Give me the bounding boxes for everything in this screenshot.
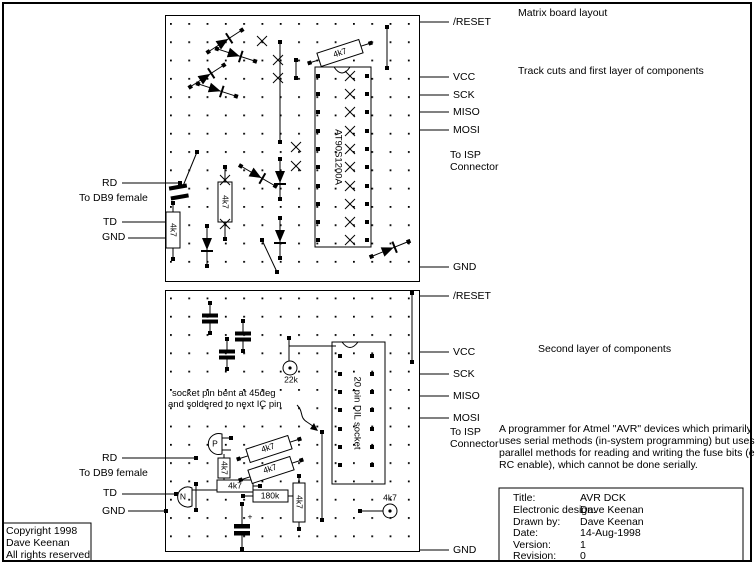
resistor-4k7-vertical bbox=[292, 474, 306, 531]
board2-label-gnd: GND bbox=[453, 544, 477, 556]
annotation-first-layer: Track cuts and first layer of components bbox=[518, 65, 704, 77]
board1-signal-wires bbox=[122, 21, 449, 268]
board2-outline bbox=[165, 290, 420, 552]
trimpot-value: 22k bbox=[284, 374, 298, 385]
board1-label-db9: To DB9 female bbox=[79, 192, 148, 204]
board2-label-mosi: MOSI bbox=[453, 412, 480, 424]
board1-outline bbox=[165, 15, 420, 282]
annotation-matrix-board-layout: Matrix board layout bbox=[518, 7, 608, 19]
trimpot-22k bbox=[282, 336, 336, 376]
board1-isp-line1: To ISP bbox=[450, 149, 481, 161]
copyright-line2: Dave Keenan bbox=[6, 537, 70, 549]
board2-label-sck: SCK bbox=[453, 368, 475, 380]
resistor-value: 4k7 bbox=[219, 461, 230, 475]
description-line: A programmer for Atmel "AVR" devices whi… bbox=[499, 423, 752, 435]
board1-label-reset: /RESET bbox=[453, 16, 491, 28]
socket-note-line1: socket pin bent at 45deg bbox=[172, 388, 276, 399]
transistor-p bbox=[207, 433, 233, 458]
resistor-value: 4k7 bbox=[383, 492, 397, 503]
socket-label: 20 pin DIL socket bbox=[351, 376, 363, 450]
board1-label-miso: MISO bbox=[453, 106, 480, 118]
board1-isp-line2: Connector bbox=[450, 161, 499, 173]
socket-note-line2: and soldered to next IC pin bbox=[168, 399, 282, 410]
resistor-180k bbox=[241, 489, 298, 503]
title-block-value: 0 bbox=[580, 550, 586, 562]
description-line: uses serial methods (in-system programmi… bbox=[499, 435, 755, 447]
board1-dot-grid bbox=[169, 19, 415, 278]
description-line: RC enable), which cannot be done seriall… bbox=[499, 459, 698, 471]
title-block-value: Dave Keenan bbox=[580, 504, 644, 516]
title-block-value: 1 bbox=[580, 539, 586, 551]
copyright-line1: Copyright 1998 bbox=[6, 525, 78, 537]
board2-signal-wires bbox=[122, 295, 449, 551]
board1-label-td: TD bbox=[103, 216, 117, 228]
resistor-value: 180k bbox=[260, 490, 280, 501]
board2-isp-line1: To ISP bbox=[450, 426, 481, 438]
board1-label-gnd: GND bbox=[453, 261, 477, 273]
electrolytic-capacitor bbox=[234, 502, 250, 551]
resistor-4k7-horizontal bbox=[216, 479, 262, 493]
board2-components bbox=[177, 291, 414, 551]
title-block-box bbox=[498, 487, 744, 562]
board1-components bbox=[165, 24, 413, 274]
capacitor bbox=[168, 183, 189, 201]
ic-at90s1200a bbox=[314, 66, 372, 248]
wire-link bbox=[182, 25, 389, 274]
resistor-value: 4k7 bbox=[228, 480, 242, 491]
board1-label-rd: RD bbox=[102, 177, 118, 189]
annotation-second-layer: Second layer of components bbox=[538, 343, 672, 355]
board2-label-db9: To DB9 female bbox=[79, 467, 148, 479]
copyright-line3: All rights reserved bbox=[6, 549, 91, 561]
resistor-value: 4k7 bbox=[294, 495, 305, 509]
transistor-n bbox=[177, 486, 193, 508]
ic-label: AT90S1200A bbox=[332, 129, 344, 185]
board2-label-td: TD bbox=[103, 487, 117, 499]
resistor-4k7-vertical bbox=[165, 201, 181, 261]
board2-isp-line2: Connector bbox=[450, 438, 499, 450]
board2-dot-grid bbox=[169, 293, 415, 548]
page-border bbox=[2, 2, 752, 562]
resistor-value: 4k7 bbox=[168, 223, 179, 237]
board1-label-mosi: MOSI bbox=[453, 124, 480, 136]
jumper-4k7 bbox=[358, 503, 398, 519]
ecap-plus-sign: + bbox=[247, 511, 253, 522]
wire-link bbox=[192, 291, 414, 522]
board2-label-reset: /RESET bbox=[453, 290, 491, 302]
board2-label-gnd-left: GND bbox=[102, 505, 126, 517]
title-block-label: Date: bbox=[513, 527, 539, 539]
title-block-value: Dave Keenan bbox=[580, 516, 644, 528]
board2-label-miso: MISO bbox=[453, 390, 480, 402]
board1-label-vcc: VCC bbox=[453, 71, 476, 83]
board1-label-sck: SCK bbox=[453, 89, 475, 101]
resistor-4k7-vertical bbox=[217, 165, 233, 241]
title-block-label: Drawn by: bbox=[513, 516, 561, 528]
board2-label-vcc: VCC bbox=[453, 346, 476, 358]
title-block-label: Electronic design: bbox=[513, 504, 596, 516]
board1-label-gnd-left: GND bbox=[102, 231, 126, 243]
board2-label-rd: RD bbox=[102, 452, 118, 464]
description-line: parallel methods for reading and writing… bbox=[499, 447, 755, 459]
resistor-value: 4k7 bbox=[220, 195, 231, 209]
copyright-box bbox=[2, 522, 92, 562]
description-paragraph: A programmer for Atmel "AVR" devices whi… bbox=[499, 423, 755, 471]
note-pointer-arrow bbox=[296, 404, 318, 431]
title-block-label: Title: bbox=[513, 492, 536, 504]
title-block-value: AVR DCK bbox=[580, 492, 626, 504]
title-block-label: Revision: bbox=[513, 550, 557, 562]
transistor-n-label: N bbox=[179, 491, 187, 502]
dil-socket bbox=[331, 341, 386, 485]
title-block-label: Version: bbox=[513, 539, 551, 551]
title-block-value: 14-Aug-1998 bbox=[580, 527, 641, 539]
transistor-p-label: P bbox=[212, 438, 218, 449]
